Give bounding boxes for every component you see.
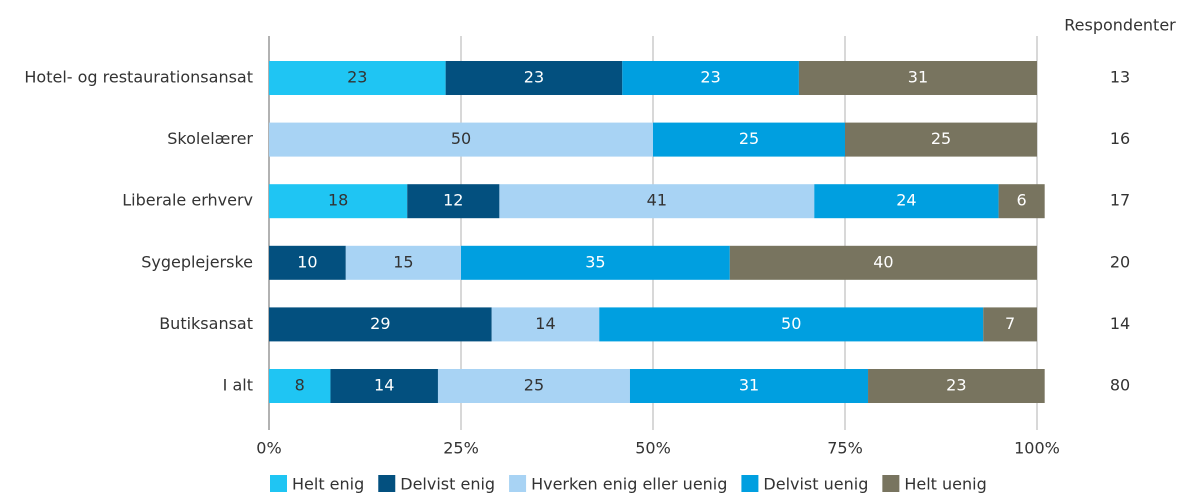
legend-swatch [741, 475, 759, 492]
bar-segment [798, 61, 1037, 95]
x-tick-label: 75% [827, 439, 863, 458]
legend-label: Helt enig [292, 475, 364, 494]
data-label: 41 [647, 191, 667, 210]
y-tick-label: Sygeplejerske [141, 252, 253, 271]
y-tick-label: Hotel- og restaurationsansat [24, 68, 253, 87]
bar-segment [269, 307, 492, 342]
respondents-value: 80 [1110, 376, 1130, 395]
y-tick-label: Butiksansat [159, 314, 253, 333]
y-tick-label: Liberale erhverv [122, 191, 253, 210]
data-label: 15 [393, 252, 413, 271]
data-label: 50 [451, 129, 471, 148]
bar-segment [461, 245, 730, 280]
legend-label: Hverken enig eller uenig [531, 475, 727, 494]
data-label: 8 [295, 376, 305, 395]
legend-label: Delvist uenig [763, 475, 868, 494]
bar-segment [269, 61, 446, 95]
bar-segment [599, 307, 984, 342]
bar-segment [629, 369, 869, 403]
data-label: 31 [739, 376, 759, 395]
respondents-value: 13 [1110, 68, 1130, 87]
data-label: 18 [328, 191, 348, 210]
bar-segment [345, 245, 461, 280]
x-tick-label: 25% [443, 439, 479, 458]
bar-segment [998, 184, 1045, 219]
data-label: 23 [524, 68, 544, 87]
bar-segment [814, 184, 999, 219]
bar-segment [445, 61, 623, 95]
data-label: 25 [739, 129, 759, 148]
x-tick-label: 100% [1014, 439, 1060, 458]
bar-segment [868, 369, 1045, 403]
bar-segment [499, 184, 815, 219]
data-label: 24 [896, 191, 916, 210]
legend-swatch [270, 475, 287, 492]
data-label: 23 [700, 68, 720, 87]
data-label: 23 [347, 68, 367, 87]
bar-segment [983, 307, 1037, 342]
bar-segment [269, 245, 346, 280]
bar-segment [845, 122, 1037, 157]
data-label: 29 [370, 314, 390, 333]
respondents-header: Respondenter [1064, 16, 1176, 35]
legend-swatch [378, 475, 396, 492]
bar-segment [491, 307, 600, 342]
data-label: 14 [535, 314, 555, 333]
data-label: 50 [781, 314, 801, 333]
legend-swatch [509, 475, 527, 492]
data-label: 25 [524, 376, 544, 395]
bar-segment [269, 369, 331, 403]
respondents-value: 14 [1110, 314, 1130, 333]
data-label: 35 [585, 252, 605, 271]
bar-segment [729, 245, 1037, 280]
data-label: 23 [946, 376, 966, 395]
data-label: 7 [1005, 314, 1015, 333]
data-label: 12 [443, 191, 463, 210]
bar-segment [622, 61, 799, 95]
bar-segment [269, 122, 653, 157]
legend-label: Delvist enig [400, 475, 495, 494]
y-tick-label: Skolelærer [167, 129, 253, 148]
x-tick-label: 50% [635, 439, 671, 458]
x-tick-label: 0% [256, 439, 281, 458]
bar-segment [407, 184, 500, 219]
data-label: 6 [1017, 191, 1027, 210]
data-label: 10 [297, 252, 317, 271]
data-label: 25 [931, 129, 951, 148]
data-label: 14 [374, 376, 394, 395]
y-tick-label: I alt [223, 376, 253, 395]
respondents-value: 17 [1110, 191, 1130, 210]
bar-segment [330, 369, 438, 403]
legend-label: Helt uenig [904, 475, 986, 494]
bar-segment [269, 184, 408, 219]
legend-swatch [882, 475, 900, 492]
bar-segment [653, 122, 845, 157]
data-label: 40 [873, 252, 893, 271]
respondents-value: 20 [1110, 252, 1130, 271]
bar-segment [437, 369, 630, 403]
respondents-value: 16 [1110, 129, 1130, 148]
data-label: 31 [908, 68, 928, 87]
